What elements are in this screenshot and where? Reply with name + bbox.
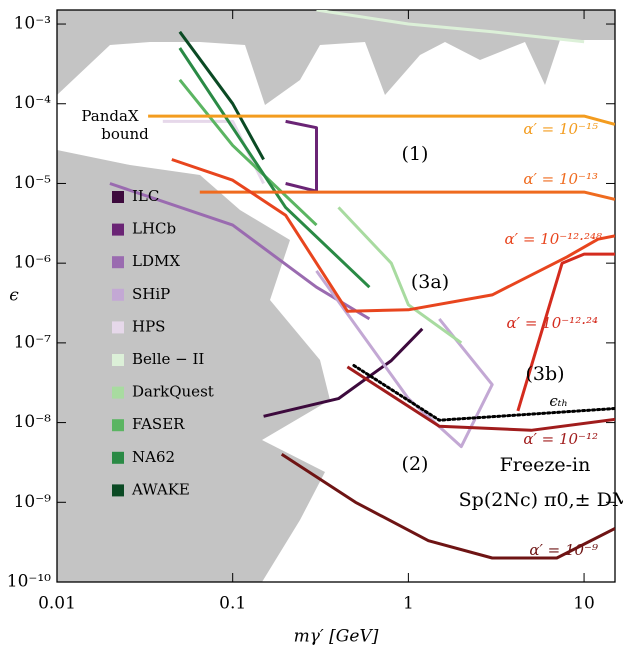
y-tick-label: 10⁻⁹ [14, 492, 52, 512]
legend-label: AWAKE [131, 480, 190, 498]
alpha-curve [199, 190, 615, 201]
legend-label: DarkQuest [132, 383, 214, 401]
exclusion-curve [315, 270, 494, 449]
y-tick-label: 10⁻⁶ [14, 253, 52, 273]
alpha-curve [171, 158, 615, 313]
legend-label: ILC [132, 187, 159, 205]
legend-swatch [112, 223, 124, 236]
alpha-curve [280, 453, 615, 560]
exclusion-curve [178, 30, 265, 161]
legend-label: FASER [132, 415, 185, 433]
legend-label: Belle − II [132, 350, 204, 368]
curve-label: α′ = 10⁻⁹ [529, 541, 598, 559]
y-tick-label: 10⁻¹⁰ [7, 572, 51, 592]
legend-label: SHiP [132, 285, 170, 303]
curve-label: ϵₜₕ [549, 392, 568, 410]
alpha-curve [346, 365, 615, 432]
curve-label: α′ = 10⁻¹²·²⁴ [507, 314, 598, 332]
legend-label: LHCb [132, 220, 176, 238]
excluded-region [57, 10, 615, 582]
legend-swatch [112, 321, 124, 334]
x-tick-label: 1 [403, 594, 414, 614]
annotation: (2) [402, 453, 429, 475]
y-tick-label: 10⁻⁷ [14, 332, 52, 352]
y-tick-label: 10⁻⁸ [14, 412, 52, 432]
legend-swatch [112, 256, 124, 269]
alpha-curve [516, 252, 615, 412]
legend-label: HPS [132, 317, 165, 335]
legend-label: LDMX [132, 252, 180, 270]
alpha-curve [352, 364, 615, 422]
exclusion-curve [285, 119, 318, 193]
y-tick-label: 10⁻⁴ [14, 93, 52, 113]
x-tick-label: 10 [573, 594, 595, 614]
x-axis-label: mγ′ [GeV] [294, 627, 379, 647]
annotation: (3b) [525, 363, 564, 385]
annotation: Sp(2Nc) π0,± DM [459, 489, 623, 511]
curve-label: α′ = 10⁻¹²·²⁴⁸ [505, 230, 602, 248]
annotation: Freeze-in [500, 454, 591, 476]
curve-label: α′ = 10⁻¹³ [523, 170, 598, 188]
plot-lines [109, 10, 615, 560]
legend-swatch [112, 451, 124, 464]
legend-swatch [112, 484, 124, 497]
legend-swatch [112, 419, 124, 432]
legend-label: NA62 [132, 448, 175, 466]
x-tick-label: 0.01 [38, 594, 76, 614]
y-tick-label: 10⁻³ [14, 14, 51, 34]
plot-frame [56, 9, 616, 583]
y-tick-label: 10⁻⁵ [14, 173, 52, 193]
legend-swatch [112, 386, 124, 399]
y-axis-label: ϵ [9, 286, 19, 306]
curve-label: α′ = 10⁻¹² [523, 430, 598, 448]
x-tick-label: 0.1 [219, 594, 246, 614]
exclusion-curve [316, 10, 585, 44]
legend-swatch [112, 354, 124, 366]
annotation: PandaX [81, 107, 139, 125]
legend-swatch [112, 288, 124, 301]
curve-label: α′ = 10⁻¹⁵ [523, 120, 598, 138]
annotation: (3a) [411, 271, 449, 293]
exclusion-curve [162, 119, 265, 185]
annotation: (1) [402, 143, 429, 165]
alpha-curve [148, 114, 615, 126]
legend-swatch [112, 191, 124, 203]
exclusion-curve [337, 206, 463, 345]
exclusion-curve [178, 78, 318, 227]
exclusion-curve [178, 47, 371, 289]
annotation: bound [101, 125, 149, 143]
